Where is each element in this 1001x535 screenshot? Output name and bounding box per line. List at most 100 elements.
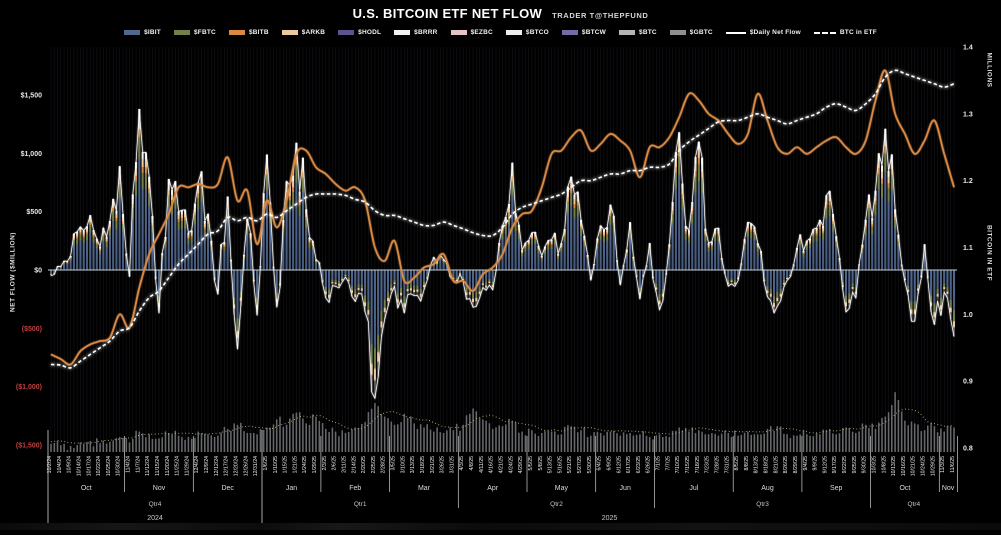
net-flow-bar (400, 270, 403, 300)
date-tick-label: 1/21/25 (292, 456, 298, 473)
net-flow-bar (880, 165, 884, 270)
date-tick-label: 1/6/25 (263, 456, 269, 471)
volume-bar (842, 428, 844, 452)
net-flow-bar (782, 270, 785, 287)
net-flow-bar (864, 219, 867, 270)
volume-bar (930, 422, 932, 452)
right-axis-title: BITCOIN IN ETF (985, 224, 993, 282)
net-flow-bar (606, 227, 609, 270)
volume-bar (73, 448, 75, 452)
month-label: Oct (899, 485, 910, 492)
left-axis-tick: $0 (34, 268, 42, 275)
net-flow-bar (629, 222, 632, 270)
chart-title: U.S. BITCOIN ETF NET FLOW (352, 6, 543, 21)
net-flow-bar (383, 270, 386, 319)
net-flow-bar (838, 258, 841, 270)
date-tick-label: 11/15/24 (155, 456, 161, 476)
volume-bar (858, 431, 860, 452)
net-flow-bar (779, 270, 782, 301)
volume-bar (868, 427, 870, 452)
volume-bar (272, 424, 275, 452)
volume-bar (704, 434, 707, 452)
volume-bar (374, 403, 376, 452)
volume-bar (426, 424, 428, 452)
net-flow-bar (733, 270, 736, 287)
net-flow-bar (560, 243, 563, 270)
date-tick-label: 8/26/25 (783, 456, 789, 473)
volume-bar (246, 433, 249, 452)
date-tick-label: 2/6/25 (332, 456, 338, 471)
net-flow-bar (206, 214, 210, 270)
volume-bar (197, 431, 199, 452)
volume-bar (505, 424, 507, 452)
net-flow-bar (79, 226, 82, 270)
volume-bar (478, 418, 481, 452)
volume-bar (822, 429, 824, 452)
net-flow-bar (161, 253, 164, 270)
date-tick-label: 11/29/24 (184, 456, 190, 476)
legend-label: $BRRR (414, 29, 438, 36)
volume-bar (606, 431, 608, 452)
quarter-label: Qtr1 (354, 501, 367, 508)
net-flow-bar (298, 191, 301, 270)
volume-bar (154, 438, 157, 452)
net-flow-bar (776, 270, 779, 307)
net-flow-bar (236, 270, 239, 350)
net-flow-bar (841, 270, 844, 290)
net-flow-bar (167, 179, 170, 270)
net-flow-bar (265, 154, 268, 270)
net-flow-bar (723, 270, 727, 275)
volume-bar (86, 442, 88, 452)
volume-bar (701, 431, 703, 452)
date-tick-label: 10/29/25 (930, 456, 936, 476)
net-flow-bar (429, 265, 432, 270)
volume-bar (727, 433, 730, 452)
net-flow-bar (256, 270, 259, 316)
volume-bar (446, 430, 448, 452)
volume-bar (612, 430, 615, 452)
left-axis-tick: ($500) (22, 326, 42, 333)
volume-bar (328, 432, 330, 452)
date-tick-label: 6/9/25 (607, 456, 613, 471)
volume-bar (773, 430, 775, 452)
volume-bar (887, 412, 890, 452)
legend-item-dailynetflow: $Daily Net Flow (725, 29, 801, 36)
net-flow-bar (756, 243, 759, 270)
volume-bar (406, 417, 409, 452)
volume-bar (439, 432, 442, 452)
net-flow-bar (933, 270, 936, 325)
volume-bar (436, 427, 438, 452)
net-flow-bar (786, 270, 789, 281)
date-tick-label: 5/27/25 (577, 456, 583, 473)
net-flow-bar (151, 215, 154, 270)
volume-bar (364, 422, 366, 452)
net-flow-bar (282, 219, 285, 270)
net-flow-bar (825, 195, 828, 270)
net-flow-bar (593, 264, 596, 270)
net-flow-bar (720, 258, 723, 270)
net-flow-bar (527, 240, 530, 270)
volume-bar (285, 424, 288, 452)
net-flow-bar (481, 270, 484, 288)
net-flow-bar (681, 183, 684, 270)
volume-bar (691, 427, 694, 452)
date-tick-label: 10/16/25 (901, 456, 907, 476)
date-tick-label: 8/13/25 (754, 456, 760, 473)
legend-swatch (450, 30, 467, 35)
net-flow-bar (184, 209, 187, 270)
legend-swatch (619, 30, 636, 35)
net-flow-bar (89, 215, 92, 270)
volume-bar (593, 432, 595, 452)
volume-bar (298, 412, 301, 452)
volume-bar (135, 430, 137, 452)
month-label: Sep (830, 485, 843, 492)
net-flow-bar (930, 270, 933, 312)
legend-label: $EZBC (470, 29, 493, 36)
date-tick-label: 1/24/25 (302, 456, 308, 473)
volume-bar (416, 429, 419, 452)
volume-bar (806, 434, 808, 452)
volume-bar (397, 424, 399, 452)
net-flow-bar (396, 270, 399, 308)
volume-bar (377, 406, 379, 452)
net-flow-bar (386, 270, 390, 307)
